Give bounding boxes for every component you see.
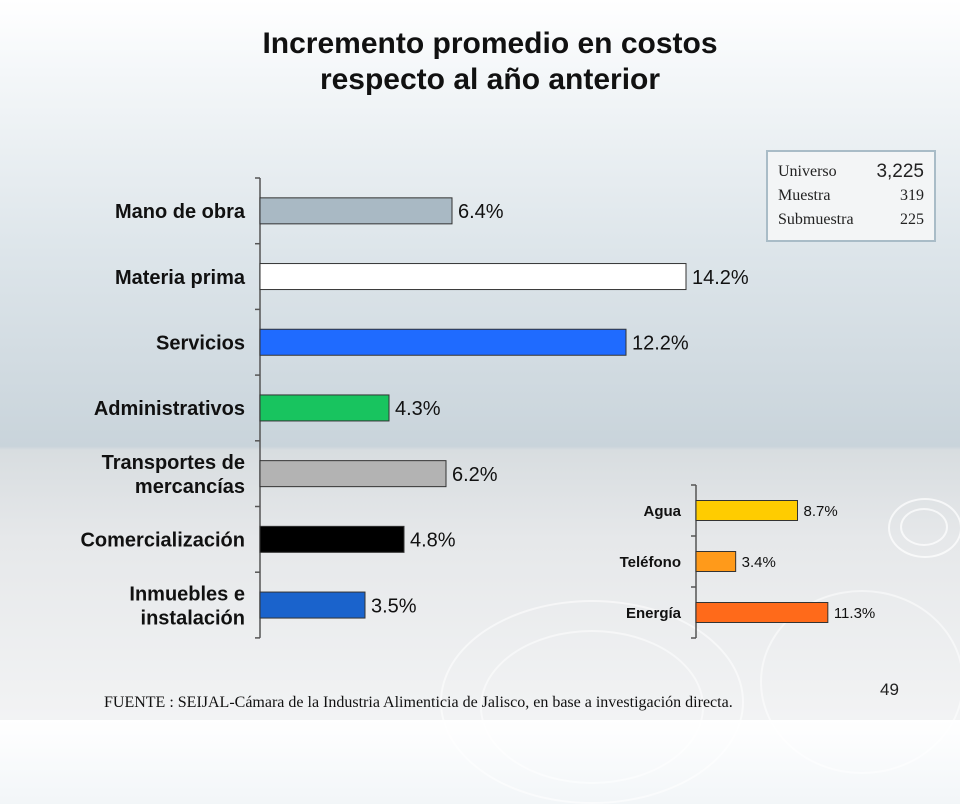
cost-bar bbox=[259, 460, 447, 488]
universe-label: Universo bbox=[778, 163, 837, 180]
utility-bar bbox=[695, 500, 798, 521]
subsample-row: Submuestra 225 bbox=[778, 208, 924, 232]
page-number: 49 bbox=[880, 680, 899, 699]
sample-value: 319 bbox=[900, 187, 924, 204]
sample-row: Muestra 319 bbox=[778, 184, 924, 208]
utility-category-label: Agua bbox=[644, 503, 682, 520]
cost-category-label: Administrativos bbox=[94, 398, 245, 420]
chart-title: Incremento promedio en costos respecto a… bbox=[0, 26, 960, 98]
cost-bar bbox=[259, 263, 687, 291]
title-line-2: respecto al año anterior bbox=[319, 63, 661, 96]
cost-category-label: Mano de obra bbox=[115, 201, 246, 223]
main-cost-bar-chart: 6.4% Mano de obra 14.2% Materia prima 12.2% S… bbox=[80, 177, 875, 639]
cost-bar bbox=[259, 328, 627, 356]
utility-value-label: 3.4% bbox=[742, 554, 776, 571]
cost-category-label: Materia prima bbox=[115, 267, 246, 289]
subsample-label: Submuestra bbox=[778, 211, 854, 228]
cost-value-label: 12.2% bbox=[632, 332, 689, 354]
swirl-decoration bbox=[888, 498, 960, 558]
sample-label: Muestra bbox=[778, 187, 831, 204]
cost-value-label: 4.3% bbox=[395, 398, 441, 420]
subsample-value: 225 bbox=[900, 211, 924, 228]
cost-category-label: instalación bbox=[141, 607, 245, 629]
cost-bar bbox=[259, 591, 366, 619]
cost-value-label: 6.2% bbox=[452, 464, 498, 486]
cost-category-label: Inmuebles e bbox=[129, 583, 245, 605]
universe-row: Universo 3,225 bbox=[778, 160, 924, 184]
sample-info-box: Universo 3,225 Muestra 319 Submuestra 22… bbox=[766, 150, 936, 242]
utility-category-label: Teléfono bbox=[620, 554, 681, 571]
utility-bar bbox=[695, 602, 829, 623]
cost-value-label: 6.4% bbox=[458, 201, 504, 223]
universe-value: 3,225 bbox=[876, 161, 924, 182]
cost-category-label: Servicios bbox=[156, 332, 245, 354]
cost-category-label: mercancías bbox=[135, 476, 245, 498]
swirl-decoration bbox=[900, 508, 948, 546]
cost-value-label: 3.5% bbox=[371, 595, 417, 617]
utility-bar bbox=[695, 551, 737, 572]
utility-category-label: Energía bbox=[626, 605, 682, 622]
cost-category-label: Transportes de bbox=[102, 452, 245, 474]
utility-value-label: 8.7% bbox=[804, 503, 838, 520]
cost-bar bbox=[259, 525, 405, 553]
cost-value-label: 4.8% bbox=[410, 530, 456, 552]
source-note: FUENTE : SEIJAL-Cámara de la Industria A… bbox=[104, 694, 733, 711]
cost-value-label: 14.2% bbox=[692, 267, 749, 289]
title-line-1: Incremento promedio en costos bbox=[262, 27, 718, 60]
utility-value-label: 11.3% bbox=[834, 605, 875, 622]
cost-bar bbox=[259, 197, 453, 225]
cost-category-label: Comercialización bbox=[80, 530, 245, 552]
cost-bar bbox=[259, 394, 390, 422]
